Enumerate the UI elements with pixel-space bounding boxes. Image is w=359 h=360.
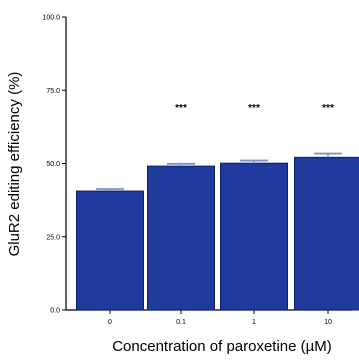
y-axis-title: GluR2 editing efficiency (%) — [6, 72, 23, 257]
y-tick-label: 0.0 — [50, 308, 60, 315]
x-tick-label: 0 — [108, 319, 112, 326]
bars — [77, 157, 359, 310]
significance-label: *** — [248, 103, 260, 114]
y-tick-label: 100.0 — [42, 15, 60, 22]
bar — [77, 191, 144, 310]
significance-markers: *** *** *** — [175, 103, 334, 114]
significance-label: *** — [322, 103, 334, 114]
x-tick-label: 10 — [324, 319, 332, 326]
y-tick-label: 25.0 — [46, 234, 60, 241]
y-tick-label: 50.0 — [46, 161, 60, 168]
x-tick-label: 1 — [252, 319, 256, 326]
y-tick-label: 75.0 — [46, 88, 60, 95]
x-tick-label: 0.1 — [176, 319, 186, 326]
bar — [148, 166, 215, 310]
bar — [295, 157, 359, 310]
bar — [221, 163, 288, 310]
y-axis-ticks: 0.0 25.0 50.0 75.0 100.0 — [42, 15, 66, 315]
x-axis-ticks: 0 0.1 1 10 — [108, 310, 332, 326]
x-axis-title: Concentration of paroxetine (µM) — [112, 338, 332, 355]
significance-label: *** — [175, 103, 187, 114]
